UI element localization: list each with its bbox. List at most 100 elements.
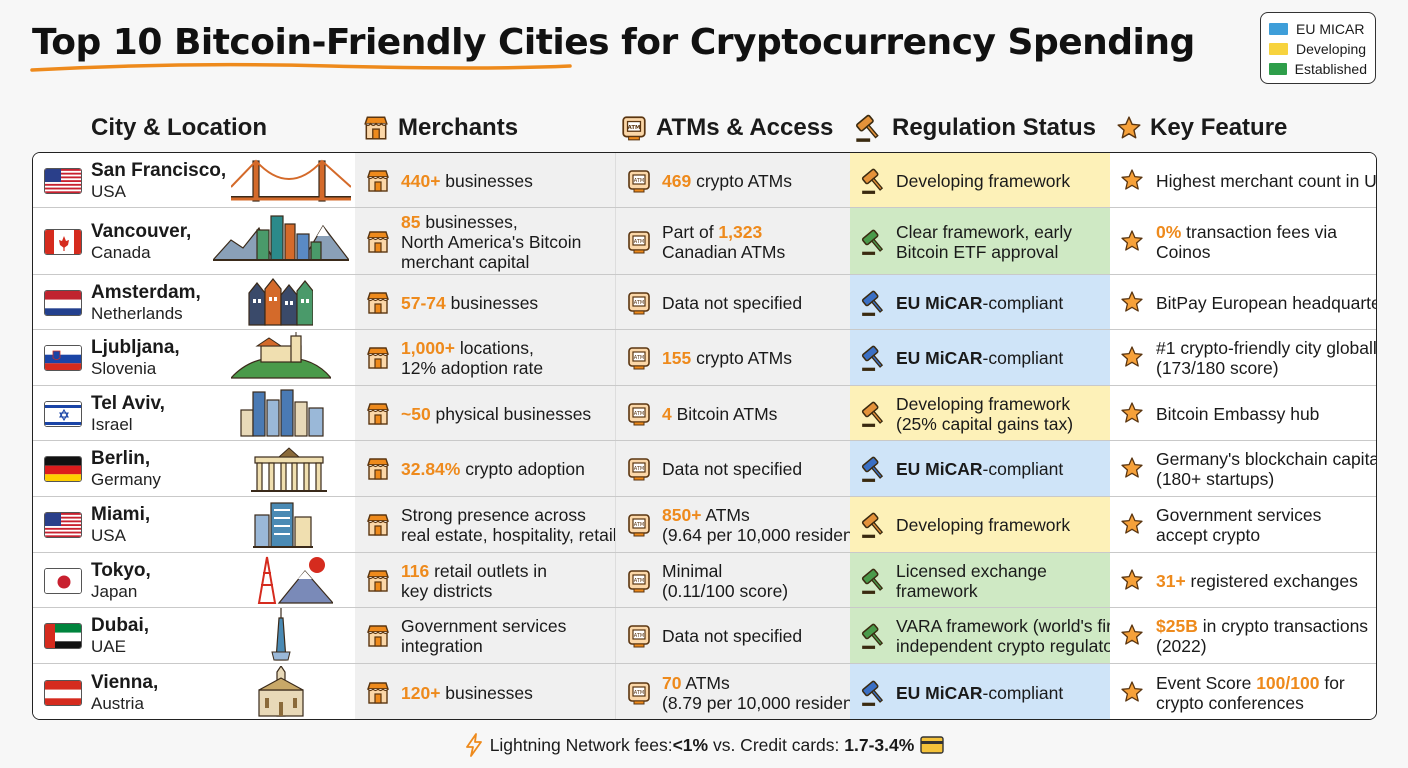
cell-text: physical businesses (430, 404, 592, 424)
footer-fee-lightning: <1% (672, 734, 709, 755)
legend-item-developing: Developing (1269, 39, 1367, 59)
merchants-cell: 1,000+ locations, 12% adoption rate (355, 330, 615, 385)
cell-text-block: Germany's blockchain capital (180+ startu… (1156, 449, 1377, 489)
cell-text: #1 crypto-friendly city globally (1156, 338, 1377, 358)
cell-text-block: Data not specified (662, 293, 802, 313)
cell-text: (25% capital gains tax) (896, 414, 1074, 434)
store-icon (365, 456, 391, 482)
gavel-icon (860, 289, 888, 317)
cell-text-block: 120+ businesses (401, 683, 533, 703)
flag-icon (44, 345, 82, 371)
cell-text: Germany's blockchain capital (1156, 449, 1377, 469)
landmark-illustration (255, 664, 307, 719)
highlight-value: 116 (401, 561, 430, 581)
merchants-cell: Strong presence across real estate, hospi… (355, 497, 617, 552)
cell-text-block: 70 ATMs (8.79 per 10,000 residents) (662, 673, 872, 713)
city-country: Israel (91, 415, 133, 434)
atm-icon: ATM (626, 290, 652, 316)
cell-text: in crypto transactions (1197, 616, 1369, 636)
header-city: City & Location (91, 108, 267, 148)
legend: EU MICAR Developing Established (1260, 12, 1376, 84)
cell-text: businesses (445, 293, 539, 313)
table-row: Vienna, Austria 120+ businesses ATM 70 A… (33, 664, 1376, 719)
city-name: San Francisco, (91, 160, 227, 181)
cell-text-block: #1 crypto-friendly city globally (173/180… (1156, 338, 1377, 378)
regulation-cell: EU MiCAR-compliant (850, 664, 1110, 719)
footer-prefix: Lightning Network fees: (489, 734, 673, 755)
city-name: Vienna, (91, 672, 159, 693)
cell-text: key districts (401, 581, 493, 601)
cell-text: VARA framework (world's first (896, 616, 1126, 636)
city-cell: Dubai, UAE (33, 608, 355, 663)
cell-text: crypto ATMs (691, 348, 793, 368)
cell-text: retail outlets in (429, 561, 547, 581)
star-icon (1120, 401, 1144, 425)
cell-text-block: Licensed exchange framework (896, 561, 1047, 601)
footer-fee-card: 1.7-3.4% (844, 734, 915, 755)
cell-text: (9.64 per 10,000 residents) (662, 525, 873, 545)
cell-text: framework (896, 581, 978, 601)
key-feature-cell: Government services accept crypto (1110, 497, 1376, 552)
cell-text: Canadian ATMs (662, 242, 786, 262)
cell-text: Licensed exchange (896, 561, 1047, 581)
cell-text: accept crypto (1156, 525, 1261, 545)
cell-text: crypto ATMs (691, 171, 793, 191)
cell-text: real estate, hospitality, retail (401, 525, 617, 545)
flag-icon (44, 623, 82, 649)
cell-text: (180+ startups) (1156, 469, 1275, 489)
lightning-icon (464, 733, 484, 757)
highlight-value: 850+ (662, 505, 702, 525)
table-row: Vancouver, Canada 85 businesses, North Am… (33, 208, 1376, 275)
landmark-illustration (211, 208, 351, 269)
city-cell: Berlin, Germany (33, 441, 355, 496)
cell-text: Government services (401, 616, 567, 636)
header-merchants: Merchants (362, 108, 518, 148)
gavel-icon (860, 511, 888, 539)
merchants-cell: 85 businesses, North America's Bitcoin mer… (355, 208, 615, 274)
cell-text: Strong presence across (401, 505, 586, 525)
atm-icon: ATM (626, 345, 652, 371)
city-name: Tel Aviv, (91, 393, 165, 414)
cell-text-block: Minimal (0.11/100 score) (662, 561, 788, 601)
table-row: Miami, USA Strong presence across real es… (33, 497, 1376, 553)
cell-text: Data not specified (662, 293, 803, 313)
cell-text-block: 57-74 businesses (401, 293, 538, 313)
store-icon (365, 229, 391, 255)
highlight-value: 120+ (401, 683, 441, 703)
cell-text: ATMs (681, 673, 730, 693)
cell-text: -compliant (982, 459, 1064, 479)
cell-text: (8.79 per 10,000 residents) (662, 693, 873, 713)
star-icon (1120, 345, 1144, 369)
atm-icon: ATM (626, 623, 652, 649)
cell-text: -compliant (982, 293, 1064, 313)
cell-text: merchant capital (401, 252, 530, 272)
atms-cell: ATM Data not specified (615, 608, 850, 663)
legend-item-eu: EU MICAR (1269, 19, 1367, 39)
store-icon (365, 290, 391, 316)
key-feature-cell: 0% transaction fees via Coinos (1110, 208, 1376, 274)
cell-text-block: Bitcoin Embassy hub (1156, 404, 1319, 424)
flag-icon (44, 512, 82, 538)
cell-text: Part of (662, 222, 719, 242)
cell-text-block: EU MiCAR-compliant (896, 293, 1063, 313)
highlight-value: $25B (1156, 616, 1198, 636)
atm-icon: ATM (626, 680, 652, 706)
cell-text: Developing framework (896, 171, 1071, 191)
atm-icon: ATM (626, 568, 652, 594)
svg-text:ATM: ATM (634, 300, 644, 306)
cell-text: Data not specified (662, 459, 803, 479)
cell-text-block: $25B in crypto transactions (2022) (1156, 616, 1368, 656)
flag-icon (44, 456, 82, 482)
cell-text-block: Part of 1,323 Canadian ATMs (662, 222, 785, 262)
star-icon (1120, 680, 1144, 704)
regulation-cell: EU MiCAR-compliant (850, 441, 1110, 496)
cell-text: businesses (440, 171, 533, 191)
merchants-cell: ~50 physical businesses (355, 386, 615, 440)
atms-cell: ATM 70 ATMs (8.79 per 10,000 residents) (615, 664, 872, 719)
landmark-illustration (269, 608, 293, 667)
svg-text:ATM: ATM (634, 466, 644, 472)
highlight-value: 0% (1156, 222, 1182, 242)
cell-text-block: Developing framework (896, 171, 1070, 191)
gavel-icon (860, 400, 888, 428)
cell-text-block: EU MiCAR-compliant (896, 459, 1063, 479)
